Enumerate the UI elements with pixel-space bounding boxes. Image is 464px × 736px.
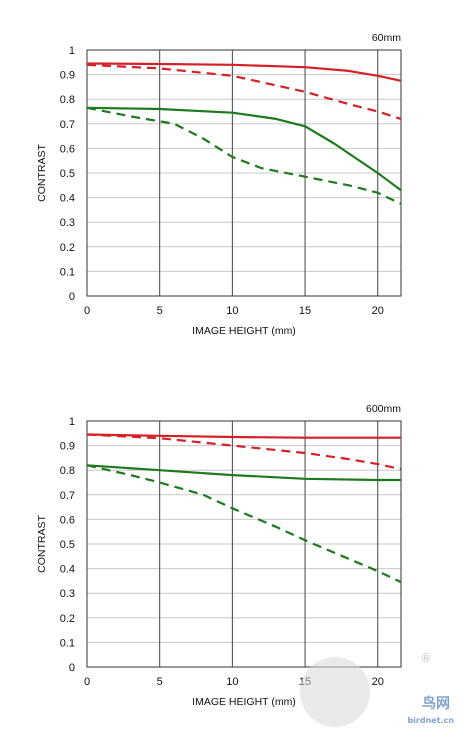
chart-0-ytick-6: 0.6 xyxy=(60,143,75,155)
chart-1-ytick-2: 0.2 xyxy=(60,613,75,625)
chart-1-svg: 00.10.20.30.40.50.60.70.80.910 5 10 15 20IMA… xyxy=(36,403,402,708)
chart-1-frame xyxy=(86,420,402,668)
chart-1-series-2 xyxy=(86,464,401,482)
chart-0-ytick-3: 0.3 xyxy=(60,217,75,229)
chart-0-svg: 00.10.20.30.40.50.60.70.80.910 5 10 15 20IMA… xyxy=(36,32,402,337)
chart-1-ytick-4: 0.4 xyxy=(60,564,75,576)
chart-0-ytick-1: 0.1 xyxy=(60,266,75,278)
chart-0-focal-label: 60mm xyxy=(372,32,401,44)
chart-1-ytick-6: 0.6 xyxy=(60,514,75,526)
chart-0-series-2 xyxy=(86,106,402,192)
chart-1-xtick-4: 20 xyxy=(372,676,384,688)
chart-0-series-0 xyxy=(86,62,402,82)
chart-1-ytick-7: 0.7 xyxy=(60,490,75,502)
chart-0-series-1 xyxy=(86,63,402,120)
chart-0-frame xyxy=(86,49,402,297)
chart-0-series-3 xyxy=(86,106,402,205)
chart-1-ytick-0: 0 xyxy=(69,662,75,674)
chart-0-ylabel: CONTRAST xyxy=(36,144,48,202)
chart-0-ytick-5: 0.5 xyxy=(60,168,75,180)
chart-1-series-1 xyxy=(86,433,402,471)
chart-1-xlabel: IMAGE HEIGHT (mm) xyxy=(192,696,296,708)
chart-1-series-3 xyxy=(86,464,402,584)
chart-0-xtick-3: 15 xyxy=(299,305,311,317)
chart-0-ytick-0: 0 xyxy=(69,291,75,303)
chart-1-xtick-3: 15 xyxy=(299,676,311,688)
chart-1-xtick-2: 10 xyxy=(226,676,238,688)
chart-0-ytick-7: 0.7 xyxy=(60,119,75,131)
chart-0-ytick-10: 1 xyxy=(69,45,75,57)
chart-0-xtick-1: 5 xyxy=(157,305,163,317)
chart-1-ylabel: CONTRAST xyxy=(36,515,48,573)
chart-1-ytick-5: 0.5 xyxy=(60,539,75,551)
chart-0-ytick-2: 0.2 xyxy=(60,242,75,254)
chart-1-series-0 xyxy=(86,433,401,439)
chart-1-ytick-9: 0.9 xyxy=(60,441,75,453)
chart-0-ytick-4: 0.4 xyxy=(60,193,75,205)
chart-1-ytick-8: 0.8 xyxy=(60,465,75,477)
mtf-chart-600mm: 0 0.1 0.2 0.3 0.4 0.5 0.6 0.7 0.8 0.9 1 0 5 10 15 20 IMA… xyxy=(0,371,464,731)
chart-1-ytick-3: 0.3 xyxy=(60,588,75,600)
chart-0-xtick-2: 10 xyxy=(226,305,238,317)
chart-1-xtick-1: 5 xyxy=(157,676,163,688)
chart-0-xlabel: IMAGE HEIGHT (mm) xyxy=(192,325,296,337)
chart-1-ytick-1: 0.1 xyxy=(60,637,75,649)
chart-0-ytick-8: 0.8 xyxy=(60,94,75,106)
chart-0-xtick-4: 20 xyxy=(372,305,384,317)
chart-0-xtick-0: 0 xyxy=(84,305,90,317)
chart-1-focal-label: 600mm xyxy=(366,403,401,415)
mtf-chart-60mm: 0 0.1 0.2 0.3 0.4 0.5 0.6 0.7 0.8 0.9 1 0 5 10 15 20 IMA… xyxy=(0,0,464,360)
chart-1-ytick-10: 1 xyxy=(69,416,75,428)
chart-1-xtick-0: 0 xyxy=(84,676,90,688)
chart-0-ytick-9: 0.9 xyxy=(60,70,75,82)
